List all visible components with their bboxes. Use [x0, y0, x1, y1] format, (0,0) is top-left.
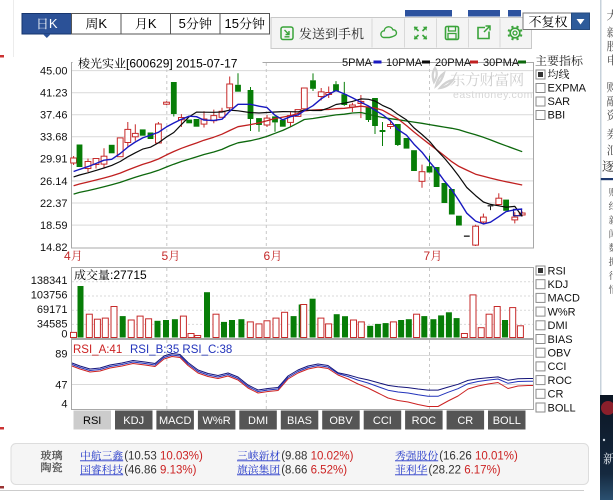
svg-text:5PMA: 5PMA [342, 57, 373, 69]
svg-text:BIAS: BIAS [548, 334, 573, 346]
svg-text:W%R: W%R [203, 415, 231, 427]
svg-text:OBV: OBV [329, 415, 353, 427]
svg-text:41.23: 41.23 [40, 88, 68, 100]
svg-text:7: 7 [424, 249, 431, 263]
svg-text:0: 0 [61, 328, 67, 340]
svg-text:ROC: ROC [412, 415, 437, 427]
svg-text:20PMA: 20PMA [435, 57, 472, 69]
svg-text:6.17%): 6.17%) [464, 465, 501, 477]
svg-text:KDJ: KDJ [123, 415, 144, 427]
svg-text:BOLL: BOLL [493, 415, 521, 427]
svg-text:MACD: MACD [159, 415, 191, 427]
svg-text:K: K [98, 16, 107, 31]
svg-text:22.37: 22.37 [40, 198, 68, 210]
svg-text:RSI_B:35 RSI_C:38: RSI_B:35 RSI_C:38 [130, 344, 232, 356]
svg-text:26.14: 26.14 [40, 176, 68, 188]
svg-text:89: 89 [55, 348, 67, 360]
svg-text:K: K [148, 16, 157, 31]
svg-text:DMI: DMI [548, 320, 568, 332]
svg-text:CR: CR [457, 415, 473, 427]
svg-text:W%R: W%R [548, 306, 576, 318]
svg-text:(8.66: (8.66 [281, 465, 307, 477]
svg-text:KDJ: KDJ [548, 279, 569, 291]
svg-text:47: 47 [55, 379, 67, 391]
svg-text:MACD: MACD [548, 293, 580, 305]
svg-text:(16.26: (16.26 [439, 451, 472, 463]
svg-text:K: K [49, 16, 58, 31]
svg-text:RSI: RSI [83, 415, 101, 427]
svg-text:(9.88: (9.88 [281, 451, 307, 463]
svg-text:EXPMA: EXPMA [548, 82, 587, 94]
svg-text:15: 15 [225, 16, 239, 31]
svg-text:138341: 138341 [31, 275, 68, 287]
svg-text:BIAS: BIAS [287, 415, 312, 427]
svg-text:OBV: OBV [548, 348, 572, 360]
svg-text:SAR: SAR [548, 96, 571, 108]
svg-text:eastmoney.com: eastmoney.com [453, 89, 533, 101]
svg-text:103756: 103756 [31, 289, 68, 301]
svg-text:RSI_A:41: RSI_A:41 [73, 344, 122, 356]
svg-text:45.00: 45.00 [40, 65, 68, 77]
svg-text::27715: :27715 [110, 268, 147, 282]
svg-text:6: 6 [264, 249, 271, 263]
svg-text:10.01%): 10.01%) [475, 451, 518, 463]
svg-text:37.46: 37.46 [40, 110, 68, 122]
svg-text:5: 5 [179, 16, 186, 31]
svg-text:10.02%): 10.02%) [311, 451, 354, 463]
svg-text:10PMA: 10PMA [386, 57, 423, 69]
svg-text:(10.53: (10.53 [124, 451, 157, 463]
svg-text:5: 5 [162, 249, 169, 263]
svg-text:ROC: ROC [548, 375, 573, 387]
svg-text:(46.86: (46.86 [124, 465, 157, 477]
svg-text:33.68: 33.68 [40, 132, 68, 144]
svg-text:DMI: DMI [248, 415, 268, 427]
svg-text:34585: 34585 [37, 318, 68, 330]
svg-text:69171: 69171 [37, 304, 68, 316]
svg-text:(28.22: (28.22 [428, 465, 461, 477]
svg-text:6.52%): 6.52%) [311, 465, 348, 477]
svg-text:[600629] 2015-07-17: [600629] 2015-07-17 [126, 56, 238, 70]
svg-text:18.59: 18.59 [40, 220, 68, 232]
svg-text:14.82: 14.82 [40, 242, 68, 254]
svg-text:29.91: 29.91 [40, 154, 68, 166]
svg-text:RSI: RSI [548, 265, 566, 277]
svg-text:9.13%): 9.13%) [160, 465, 197, 477]
svg-text:4: 4 [64, 249, 71, 263]
svg-text:30PMA: 30PMA [483, 57, 520, 69]
svg-text:CCI: CCI [548, 361, 567, 373]
svg-text:4: 4 [61, 398, 67, 410]
svg-text:10.03%): 10.03%) [160, 451, 203, 463]
svg-text:CCI: CCI [373, 415, 392, 427]
svg-text:BBI: BBI [548, 109, 566, 121]
svg-text:BOLL: BOLL [548, 402, 576, 414]
svg-text:CR: CR [548, 389, 564, 401]
